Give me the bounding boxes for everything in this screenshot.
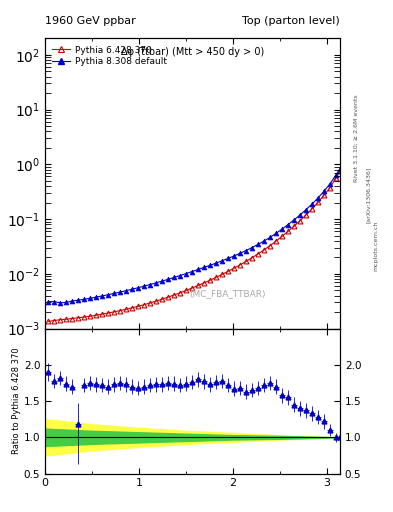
Text: Δφ (t̅tbar) (Mtt > 450 dy > 0): Δφ (t̅tbar) (Mtt > 450 dy > 0) bbox=[121, 47, 264, 57]
Text: 1960 GeV ppbar: 1960 GeV ppbar bbox=[45, 15, 136, 26]
Text: [arXiv:1306.3436]: [arXiv:1306.3436] bbox=[365, 166, 371, 223]
Text: (MC_FBA_TTBAR): (MC_FBA_TTBAR) bbox=[190, 289, 266, 298]
Legend: Pythia 6.428 370, Pythia 8.308 default: Pythia 6.428 370, Pythia 8.308 default bbox=[50, 43, 170, 69]
Y-axis label: Ratio to Pythia 6.428 370: Ratio to Pythia 6.428 370 bbox=[12, 348, 21, 454]
Text: Top (parton level): Top (parton level) bbox=[242, 15, 340, 26]
Text: Rivet 3.1.10; ≥ 2.6M events: Rivet 3.1.10; ≥ 2.6M events bbox=[354, 94, 359, 182]
Text: mcplots.cern.ch: mcplots.cern.ch bbox=[373, 221, 378, 271]
